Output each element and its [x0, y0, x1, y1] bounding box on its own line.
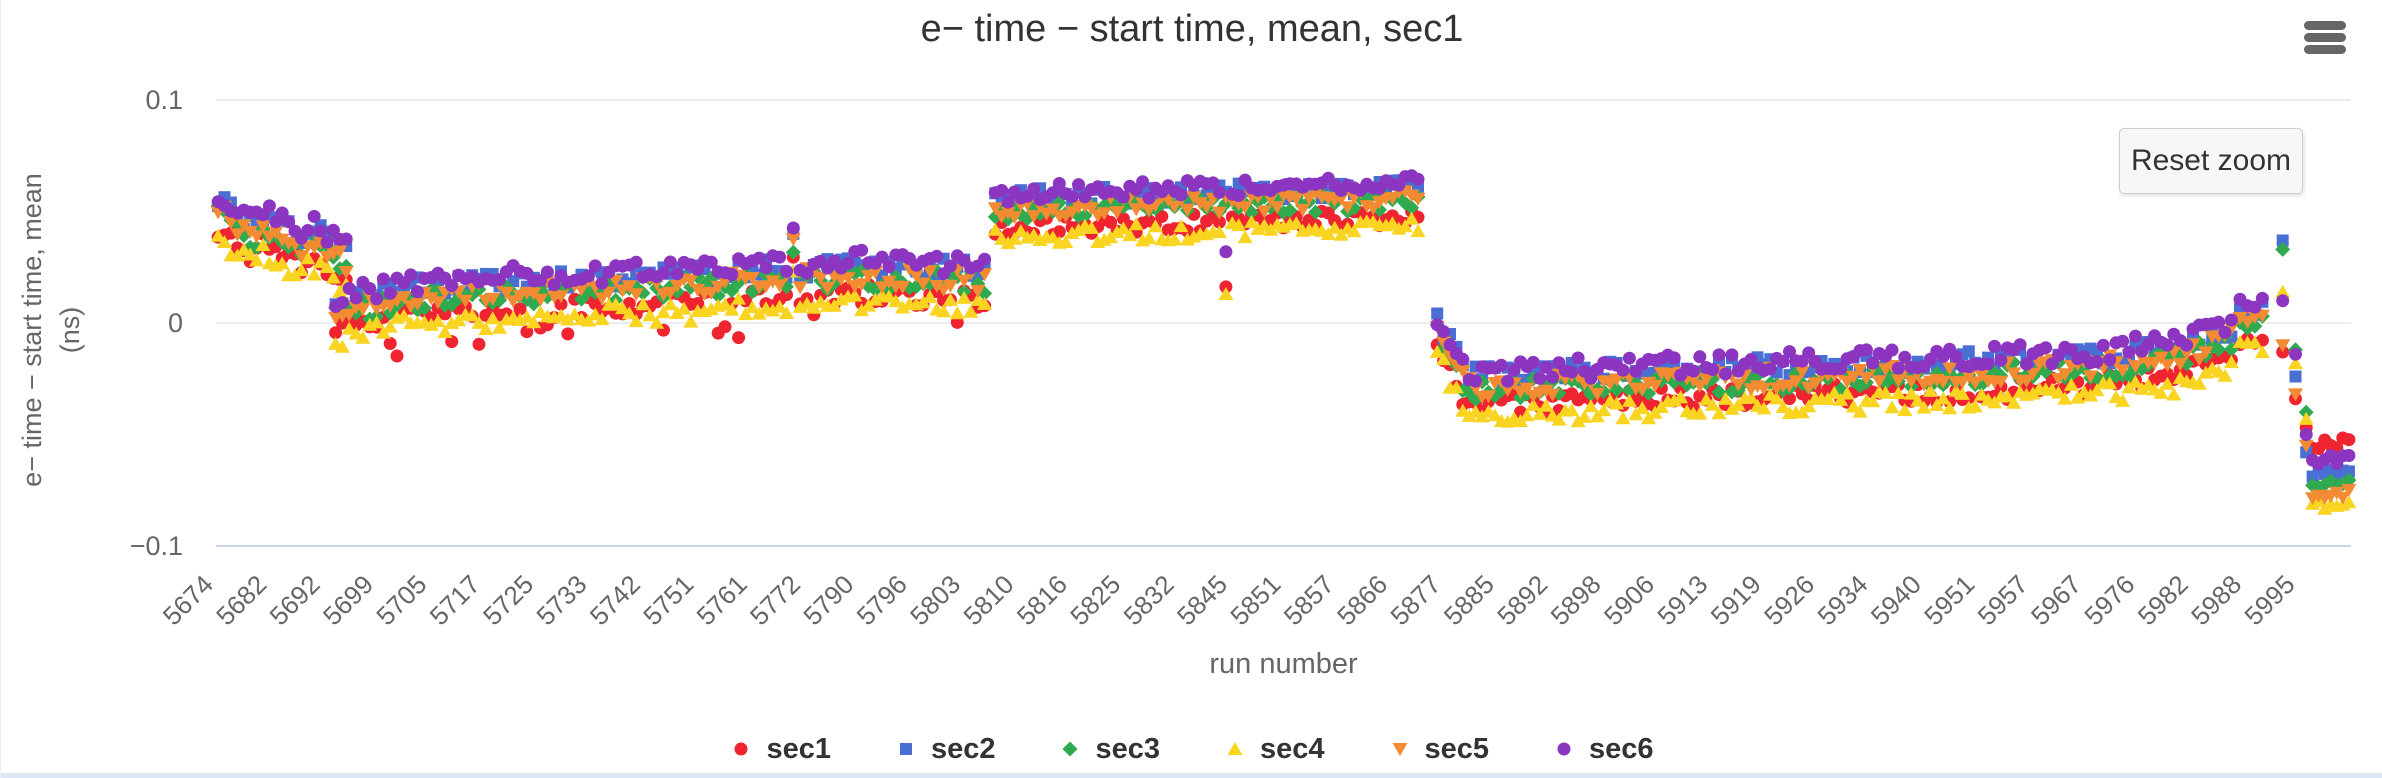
export-menu-button[interactable] [2297, 12, 2353, 62]
legend-label: sec3 [1095, 732, 1160, 765]
svg-text:5692: 5692 [264, 569, 326, 631]
bottom-border [1, 773, 2382, 778]
reset-zoom-button[interactable]: Reset zoom [2119, 128, 2303, 194]
svg-text:5816: 5816 [1011, 569, 1073, 631]
svg-text:5733: 5733 [530, 569, 592, 631]
svg-text:5866: 5866 [1331, 569, 1393, 631]
svg-text:5832: 5832 [1118, 569, 1180, 631]
legend-item-sec2[interactable]: sec2 [895, 732, 996, 766]
svg-text:5845: 5845 [1171, 569, 1233, 631]
svg-text:5885: 5885 [1438, 569, 1500, 631]
svg-text:0.1: 0.1 [145, 85, 183, 115]
svg-text:5967: 5967 [2025, 569, 2087, 631]
svg-text:5682: 5682 [210, 569, 272, 631]
series-sec4-points [210, 211, 2357, 515]
svg-text:5898: 5898 [1545, 569, 1607, 631]
svg-text:5919: 5919 [1705, 569, 1767, 631]
svg-text:(ns): (ns) [55, 307, 85, 354]
square-icon [899, 743, 912, 755]
svg-text:5988: 5988 [2185, 569, 2247, 631]
svg-text:5892: 5892 [1491, 569, 1553, 631]
svg-text:5761: 5761 [691, 569, 753, 631]
legend-label: sec2 [930, 732, 996, 765]
svg-text:5751: 5751 [637, 569, 699, 631]
svg-text:5995: 5995 [2238, 569, 2300, 631]
circle-icon [734, 742, 748, 756]
svg-text:5742: 5742 [584, 569, 646, 631]
svg-text:5940: 5940 [1865, 569, 1927, 631]
svg-text:5951: 5951 [1918, 569, 1980, 631]
svg-text:−0.1: −0.1 [130, 531, 183, 561]
circle-icon [1557, 742, 1571, 756]
triangle-down-icon [1392, 743, 1408, 756]
chart-title: e− time − start time, mean, sec1 [920, 8, 1464, 50]
svg-text:5717: 5717 [424, 569, 486, 631]
legend-item-sec3[interactable]: sec3 [1059, 733, 1160, 766]
triangle-up-icon [1227, 742, 1243, 755]
legend-item-sec5[interactable]: sec5 [1389, 732, 1490, 766]
svg-text:5803: 5803 [904, 569, 966, 631]
series-sec6-points [211, 169, 2356, 471]
diamond-icon [1062, 741, 1078, 757]
svg-text:e− time − start time, mean: e− time − start time, mean [17, 173, 47, 487]
legend-label: sec6 [1589, 732, 1654, 765]
legend-label: sec5 [1424, 732, 1490, 765]
legend-item-sec4[interactable]: sec4 [1224, 733, 1325, 766]
svg-text:5810: 5810 [957, 569, 1019, 631]
svg-text:5934: 5934 [1811, 569, 1873, 631]
svg-text:5957: 5957 [1972, 569, 2034, 631]
svg-text:5982: 5982 [2132, 569, 2194, 631]
svg-text:5857: 5857 [1278, 569, 1340, 631]
svg-text:5825: 5825 [1064, 569, 1126, 631]
svg-text:5913: 5913 [1651, 569, 1713, 631]
svg-text:5705: 5705 [370, 569, 432, 631]
svg-text:0: 0 [168, 308, 183, 338]
svg-text:5674: 5674 [157, 569, 219, 631]
legend-item-sec1[interactable]: sec1 [730, 733, 831, 766]
series-sec1-points [211, 204, 2356, 455]
svg-text:5851: 5851 [1224, 569, 1286, 631]
svg-text:5877: 5877 [1384, 569, 1446, 631]
legend: sec1 sec2 sec3 sec4 sec5 sec6 [1, 726, 2382, 772]
svg-text:5725: 5725 [477, 569, 539, 631]
hamburger-menu-icon [2301, 20, 2349, 54]
svg-text:5790: 5790 [797, 569, 859, 631]
legend-item-sec6[interactable]: sec6 [1553, 733, 1654, 766]
x-axis-title: run number [1209, 648, 1358, 680]
svg-text:5926: 5926 [1758, 569, 1820, 631]
legend-label: sec1 [766, 732, 831, 765]
svg-text:5976: 5976 [2078, 569, 2140, 631]
svg-text:5906: 5906 [1598, 569, 1660, 631]
svg-text:5699: 5699 [317, 569, 379, 631]
svg-text:5796: 5796 [851, 569, 913, 631]
legend-label: sec4 [1260, 732, 1325, 765]
svg-text:5772: 5772 [744, 569, 806, 631]
